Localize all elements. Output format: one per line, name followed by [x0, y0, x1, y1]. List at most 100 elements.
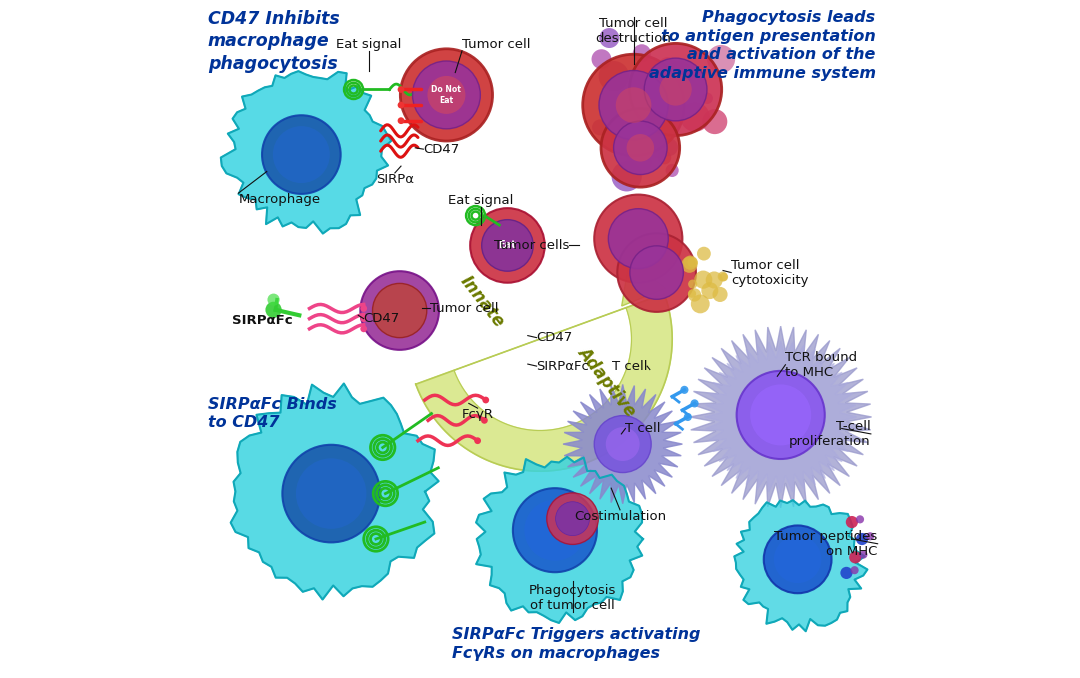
Circle shape: [361, 271, 438, 350]
Circle shape: [751, 384, 811, 445]
Circle shape: [680, 102, 710, 132]
Circle shape: [513, 488, 597, 572]
Text: CD47: CD47: [364, 312, 400, 325]
Circle shape: [860, 551, 867, 559]
Text: Macrophage: Macrophage: [239, 193, 321, 206]
Polygon shape: [563, 384, 683, 504]
Circle shape: [690, 399, 699, 407]
Text: CD47: CD47: [537, 331, 572, 344]
Polygon shape: [476, 457, 643, 623]
Text: CD47 Inhibits
macrophage
phagocytosis: CD47 Inhibits macrophage phagocytosis: [207, 10, 339, 73]
Text: T cell: T cell: [611, 359, 647, 373]
Polygon shape: [690, 326, 872, 508]
Circle shape: [688, 257, 698, 268]
Text: Adaptive: Adaptive: [573, 342, 639, 420]
Circle shape: [688, 288, 701, 302]
Circle shape: [713, 287, 728, 302]
Text: Tumor cell
destruction: Tumor cell destruction: [596, 17, 672, 45]
Circle shape: [618, 233, 696, 312]
Circle shape: [630, 43, 721, 136]
Circle shape: [856, 515, 864, 523]
Circle shape: [296, 458, 366, 529]
Circle shape: [606, 427, 639, 461]
Polygon shape: [476, 457, 643, 623]
Polygon shape: [220, 71, 391, 233]
Polygon shape: [231, 384, 438, 599]
Circle shape: [688, 279, 698, 289]
Text: Tumor cell: Tumor cell: [462, 38, 530, 51]
Circle shape: [684, 256, 698, 270]
Circle shape: [483, 397, 489, 403]
Circle shape: [840, 567, 852, 579]
Circle shape: [851, 566, 859, 574]
Circle shape: [482, 220, 534, 271]
Circle shape: [481, 417, 488, 424]
Text: Innate: Innate: [457, 273, 508, 331]
Circle shape: [719, 273, 728, 281]
Circle shape: [701, 282, 718, 299]
Text: T-cell
proliferation: T-cell proliferation: [789, 420, 870, 448]
Circle shape: [849, 551, 862, 563]
Circle shape: [594, 416, 651, 473]
Circle shape: [666, 60, 692, 87]
Circle shape: [594, 195, 683, 283]
Circle shape: [266, 302, 282, 318]
Circle shape: [397, 117, 404, 124]
Polygon shape: [705, 341, 856, 493]
Circle shape: [608, 209, 669, 268]
Circle shape: [680, 386, 688, 394]
Text: Costimulation: Costimulation: [573, 510, 666, 523]
Text: Eat signal: Eat signal: [448, 194, 514, 207]
Text: SIRPαFc Binds
to CD47: SIRPαFc Binds to CD47: [207, 397, 337, 431]
Circle shape: [592, 49, 611, 69]
Circle shape: [702, 93, 713, 104]
Circle shape: [268, 294, 280, 306]
Text: Eat: Eat: [499, 241, 516, 250]
Polygon shape: [622, 261, 665, 306]
Text: SIRPα: SIRPα: [376, 173, 414, 186]
Polygon shape: [231, 384, 438, 599]
Polygon shape: [734, 500, 867, 631]
Circle shape: [282, 445, 380, 542]
Circle shape: [613, 121, 667, 174]
Circle shape: [688, 290, 697, 298]
Circle shape: [361, 325, 367, 332]
Circle shape: [361, 305, 367, 312]
Circle shape: [633, 44, 651, 62]
Circle shape: [659, 119, 672, 132]
Circle shape: [546, 493, 598, 544]
Text: T cell: T cell: [625, 422, 661, 435]
Circle shape: [707, 45, 735, 73]
Circle shape: [684, 413, 692, 421]
Circle shape: [273, 126, 329, 183]
Circle shape: [361, 315, 367, 322]
Text: SIRPαFc Triggers activating
FcγRs on macrophages: SIRPαFc Triggers activating FcγRs on mac…: [451, 627, 700, 661]
Circle shape: [592, 119, 608, 136]
Polygon shape: [220, 71, 391, 233]
Circle shape: [610, 129, 635, 154]
Circle shape: [599, 28, 619, 48]
Text: Eat signal: Eat signal: [337, 38, 402, 51]
Text: CD47: CD47: [423, 142, 460, 156]
Circle shape: [697, 247, 711, 260]
Circle shape: [598, 61, 629, 92]
Text: FcγR: FcγR: [461, 408, 494, 421]
Circle shape: [630, 246, 684, 299]
Circle shape: [555, 502, 590, 536]
Circle shape: [474, 437, 481, 444]
Circle shape: [397, 102, 404, 108]
Text: Tumor peptides
on MHC: Tumor peptides on MHC: [774, 530, 878, 558]
Circle shape: [664, 77, 691, 104]
Circle shape: [470, 208, 544, 283]
Text: Do Not
Eat: Do Not Eat: [432, 85, 461, 104]
Circle shape: [525, 500, 585, 561]
Circle shape: [659, 57, 677, 75]
Circle shape: [413, 61, 481, 129]
Polygon shape: [416, 294, 672, 471]
Circle shape: [397, 86, 404, 93]
Circle shape: [660, 73, 691, 106]
Circle shape: [764, 525, 832, 593]
Circle shape: [626, 149, 652, 175]
Text: SIRPαFc: SIRPαFc: [231, 314, 292, 327]
Circle shape: [611, 161, 642, 191]
